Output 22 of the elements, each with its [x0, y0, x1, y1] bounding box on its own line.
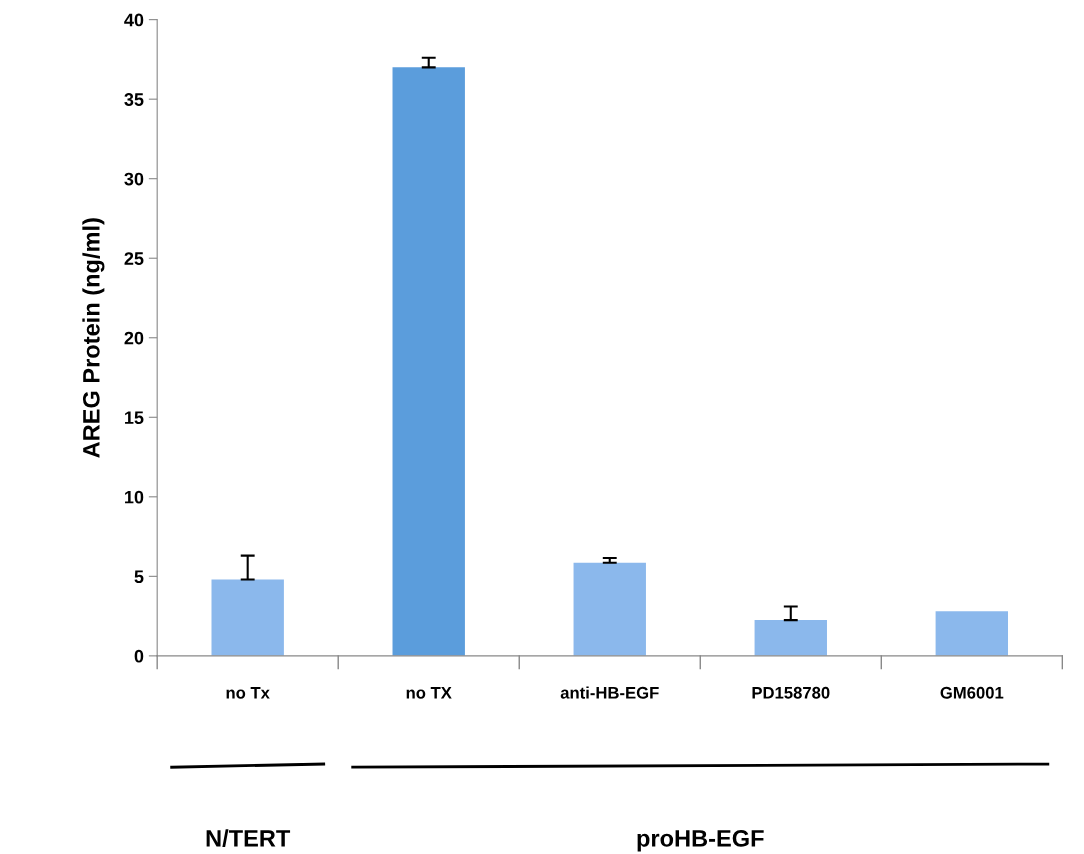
y-tick-label: 25	[124, 252, 144, 265]
x-tick-label: anti-HB-EGF	[560, 686, 659, 699]
x-tick-label: GM6001	[940, 686, 1004, 699]
y-tick-label: 5	[134, 570, 144, 584]
x-tick-label: PD158780	[752, 686, 830, 699]
bar	[754, 620, 827, 656]
text: proHB-EGF	[637, 830, 764, 852]
x-tick-label: no TX	[406, 687, 452, 699]
y-tick-label: 30	[124, 172, 144, 186]
bar	[573, 562, 646, 656]
y-tick-label: 15	[125, 411, 144, 425]
y-tick-label: 40	[124, 13, 144, 27]
bar	[935, 611, 1009, 656]
text: N/TERT	[206, 829, 291, 847]
bar	[211, 579, 284, 656]
bar	[392, 67, 465, 656]
y-tick-label: 35	[124, 93, 144, 106]
y-tick-label: 10	[125, 490, 144, 504]
y-axis-title: AREG Protein (ng/ml)	[82, 218, 105, 458]
y-tick-label: 0	[134, 649, 144, 663]
y-tick-label: 20	[124, 331, 144, 345]
x-tick-label: no Tx	[226, 687, 270, 699]
